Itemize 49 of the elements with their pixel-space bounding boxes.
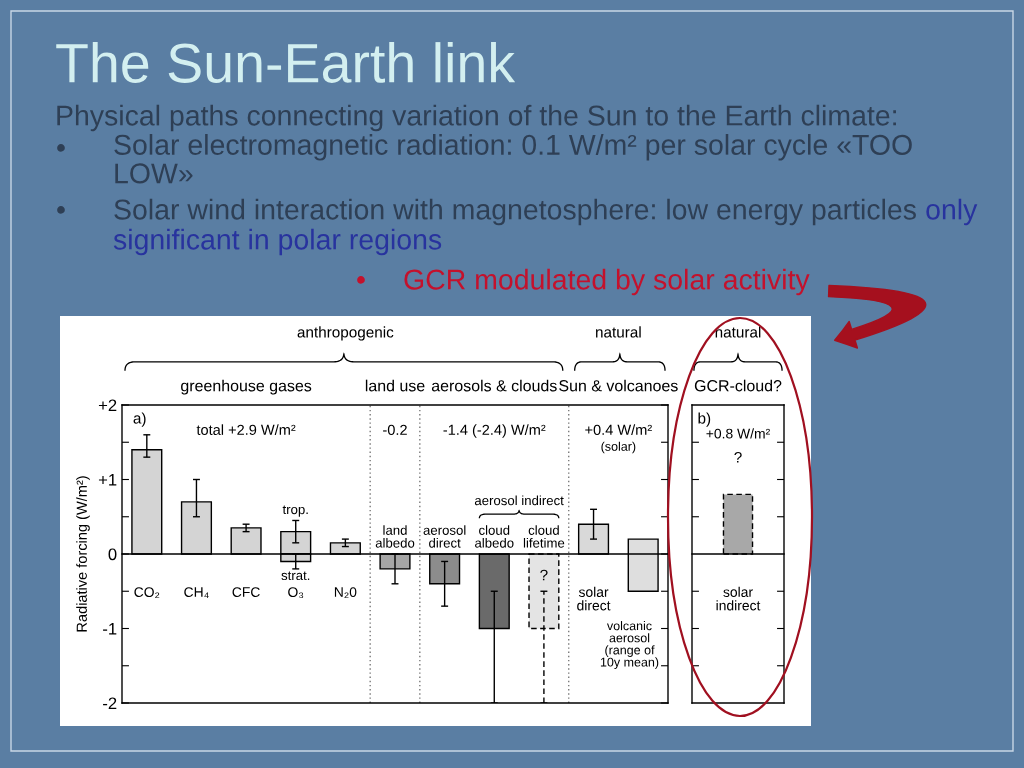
x-tick-label: land albedo [375,525,415,548]
annotation: total +2.9 W/m² [196,424,296,435]
y-tick-label: +1 [98,474,117,486]
chart-title: The Sun-Earth link [56,42,516,83]
text: Solar wind interaction with magnetosphere: low energy particles [114,198,916,226]
x-tick-label: CFC [232,587,260,597]
y-tick-label: +2 [98,399,117,412]
text: only [926,198,978,226]
text: Sun & volcanoes [559,379,678,392]
x-tick-label: O₃ [288,587,304,599]
text: natural [715,326,761,338]
text: • [357,276,365,284]
annotation: b) [698,412,711,427]
text: • [57,144,65,152]
x-tick-label: solar direct [577,586,611,611]
x-tick-label: cloud albedo [475,525,514,548]
annotation: strat. [281,571,310,581]
x-tick-label: CO₂ [134,587,160,599]
annotation: ? [734,451,742,463]
annotation: -0.2 [383,424,407,435]
annotation: +0.4 W/m² [585,424,652,435]
annotation: aerosol indirect [474,495,564,506]
text: Solar electromagnetic radiation: 0.1 W/m² per solar cycle «TOO LOW» [114,134,912,184]
x-tick-label: N₂0 [334,587,357,599]
annotation: -1.4 (-2.4) W/m² [443,424,546,438]
x-tick-label: cloud lifetime [523,525,565,548]
x-tick-label: aerosol direct [423,525,466,548]
y-tick-label: -2 [103,697,117,710]
x-tick-label: CH₄ [184,587,209,599]
annotation: +0.8 W/m² [706,428,770,439]
annotation: a) [133,412,146,427]
text: GCR-cloud? [694,379,782,392]
y-tick-label: 0 [108,548,117,561]
annotation: (solar) [601,441,636,454]
y-axis-title: Radiative forcing (W/m²) [76,476,90,632]
text: aerosols & clouds [431,379,557,392]
annotation: ? [540,569,548,581]
text: anthropogenic [297,326,394,341]
text: Physical paths connecting variation of the Sun to the Earth climate: [57,104,896,132]
text: natural [596,326,641,338]
text: greenhouse gases [181,379,312,395]
text: land use [365,379,425,392]
text: • [57,206,65,214]
y-tick-label: -1 [103,623,117,635]
text: GCR modulated by solar activity [404,268,810,296]
text: significant in polar regions [113,228,442,256]
annotation: trop. [282,505,308,517]
x-tick-label: volcanic aerosol (range of 10y mean) [600,621,659,670]
x-tick-label: solar indirect [716,586,761,611]
